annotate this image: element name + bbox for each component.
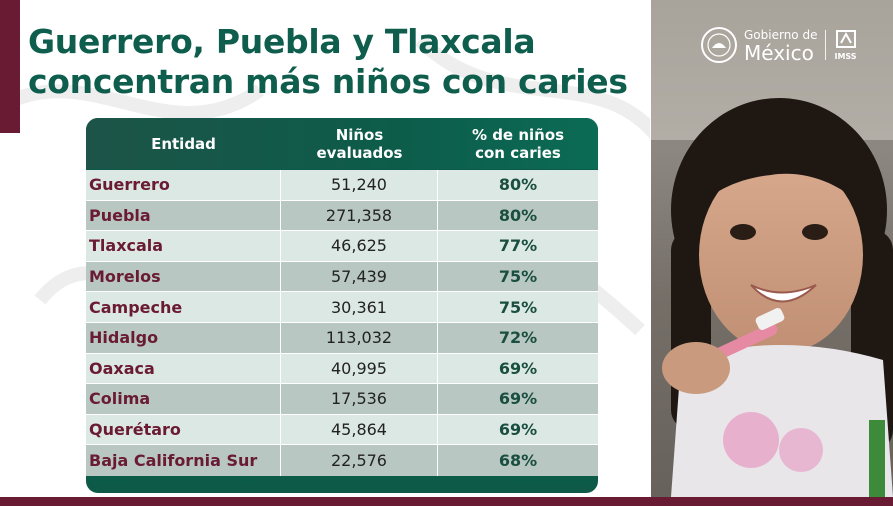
cell-evaluados: 45,864 bbox=[281, 414, 438, 445]
cell-evaluados: 113,032 bbox=[281, 322, 438, 353]
cell-caries: 75% bbox=[438, 261, 598, 292]
cell-entidad: Hidalgo bbox=[86, 322, 281, 353]
header-caries: % de niños con caries bbox=[438, 118, 598, 169]
logo-line-1: Gobierno de bbox=[744, 28, 818, 42]
cell-entidad: Guerrero bbox=[86, 170, 281, 200]
table-row: Morelos 57,439 75% bbox=[86, 261, 598, 293]
cell-evaluados: 40,995 bbox=[281, 353, 438, 384]
cell-evaluados: 271,358 bbox=[281, 200, 438, 231]
cell-caries: 69% bbox=[438, 353, 598, 384]
cell-evaluados: 22,576 bbox=[281, 445, 438, 476]
bottom-accent-bar bbox=[0, 497, 893, 506]
header-evaluados-line1: Niños bbox=[335, 125, 384, 144]
table-row: Querétaro 45,864 69% bbox=[86, 414, 598, 446]
child-illustration bbox=[651, 0, 893, 497]
title-line-1: Guerrero, Puebla y Tlaxcala bbox=[28, 22, 536, 61]
logo-divider bbox=[825, 30, 827, 60]
gobierno-logo: Gobierno de México IMSS bbox=[700, 25, 870, 65]
header-caries-line2: con caries bbox=[475, 143, 561, 162]
cell-entidad: Puebla bbox=[86, 200, 281, 231]
table-row: Baja California Sur 22,576 68% bbox=[86, 445, 598, 476]
cell-entidad: Querétaro bbox=[86, 414, 281, 445]
header-caries-line1: % de niños bbox=[471, 125, 565, 144]
logo-line-2: México bbox=[744, 41, 814, 65]
header-evaluados-line2: evaluados bbox=[316, 143, 403, 162]
table-header: Entidad Niños evaluados % de niños con car… bbox=[86, 118, 598, 169]
cell-evaluados: 30,361 bbox=[281, 292, 438, 322]
cell-caries: 68% bbox=[438, 445, 598, 476]
header-entidad: Entidad bbox=[151, 134, 216, 153]
imss-logo: IMSS bbox=[834, 29, 857, 62]
cell-entidad: Oaxaca bbox=[86, 353, 281, 384]
cell-caries: 75% bbox=[438, 292, 598, 322]
imss-label: IMSS bbox=[834, 51, 857, 61]
cell-caries: 69% bbox=[438, 384, 598, 414]
cell-evaluados: 57,439 bbox=[281, 261, 438, 292]
cell-entidad: Morelos bbox=[86, 261, 281, 292]
cell-entidad: Baja California Sur bbox=[86, 445, 281, 476]
child-photo bbox=[651, 0, 893, 497]
cell-entidad: Campeche bbox=[86, 292, 281, 322]
cell-caries: 77% bbox=[438, 231, 598, 261]
cell-caries: 69% bbox=[438, 414, 598, 445]
cell-evaluados: 46,625 bbox=[281, 231, 438, 261]
table-row: Guerrero 51,240 80% bbox=[86, 170, 598, 201]
header-evaluados: Niños evaluados bbox=[281, 118, 438, 169]
table-row: Hidalgo 113,032 72% bbox=[86, 322, 598, 354]
table-row: Campeche 30,361 75% bbox=[86, 292, 598, 323]
cell-caries: 80% bbox=[438, 200, 598, 231]
cell-entidad: Tlaxcala bbox=[86, 231, 281, 261]
logo-text: Gobierno de México bbox=[744, 27, 817, 63]
table-row: Puebla 271,358 80% bbox=[86, 200, 598, 232]
page-title: Guerrero, Puebla y Tlaxcala concentran m… bbox=[28, 22, 628, 102]
cell-evaluados: 51,240 bbox=[281, 170, 438, 200]
left-accent-bar bbox=[0, 0, 20, 133]
table-row: Oaxaca 40,995 69% bbox=[86, 353, 598, 385]
cell-entidad: Colima bbox=[86, 384, 281, 414]
table-row: Colima 17,536 69% bbox=[86, 384, 598, 415]
table-body: Guerrero 51,240 80% Puebla 271,358 80% T… bbox=[86, 170, 598, 476]
table-row: Tlaxcala 46,625 77% bbox=[86, 231, 598, 262]
caries-table: Entidad Niños evaluados % de niños con car… bbox=[86, 118, 598, 493]
title-line-2: concentran más niños con caries bbox=[28, 62, 628, 101]
cell-caries: 80% bbox=[438, 170, 598, 200]
imss-emblem-icon bbox=[835, 29, 856, 48]
cell-caries: 72% bbox=[438, 322, 598, 353]
mexico-seal-icon bbox=[701, 27, 737, 63]
cell-evaluados: 17,536 bbox=[281, 384, 438, 414]
